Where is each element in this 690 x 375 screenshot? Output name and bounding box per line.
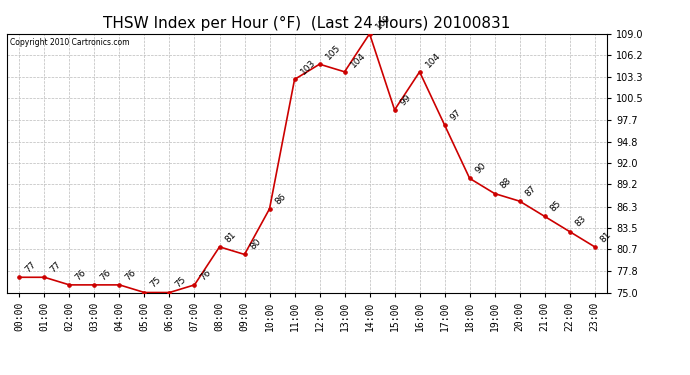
Text: 87: 87 bbox=[524, 184, 538, 198]
Text: 103: 103 bbox=[299, 58, 317, 76]
Text: 76: 76 bbox=[124, 268, 138, 282]
Text: 75: 75 bbox=[174, 275, 188, 290]
Text: 104: 104 bbox=[424, 51, 442, 69]
Text: 81: 81 bbox=[224, 230, 238, 244]
Text: 75: 75 bbox=[148, 275, 163, 290]
Text: 86: 86 bbox=[274, 192, 288, 206]
Text: 104: 104 bbox=[348, 51, 367, 69]
Text: 109: 109 bbox=[374, 12, 393, 31]
Title: THSW Index per Hour (°F)  (Last 24 Hours) 20100831: THSW Index per Hour (°F) (Last 24 Hours)… bbox=[104, 16, 511, 31]
Text: 76: 76 bbox=[199, 268, 213, 282]
Text: 76: 76 bbox=[74, 268, 88, 282]
Text: 105: 105 bbox=[324, 43, 342, 62]
Text: 85: 85 bbox=[549, 199, 563, 214]
Text: 99: 99 bbox=[399, 93, 413, 107]
Text: 83: 83 bbox=[574, 214, 589, 229]
Text: 77: 77 bbox=[48, 260, 63, 274]
Text: 80: 80 bbox=[248, 237, 263, 252]
Text: 81: 81 bbox=[599, 230, 613, 244]
Text: 77: 77 bbox=[23, 260, 38, 274]
Text: 97: 97 bbox=[448, 108, 463, 122]
Text: 90: 90 bbox=[474, 161, 489, 176]
Text: 76: 76 bbox=[99, 268, 113, 282]
Text: Copyright 2010 Cartronics.com: Copyright 2010 Cartronics.com bbox=[10, 38, 130, 46]
Text: 88: 88 bbox=[499, 176, 513, 191]
